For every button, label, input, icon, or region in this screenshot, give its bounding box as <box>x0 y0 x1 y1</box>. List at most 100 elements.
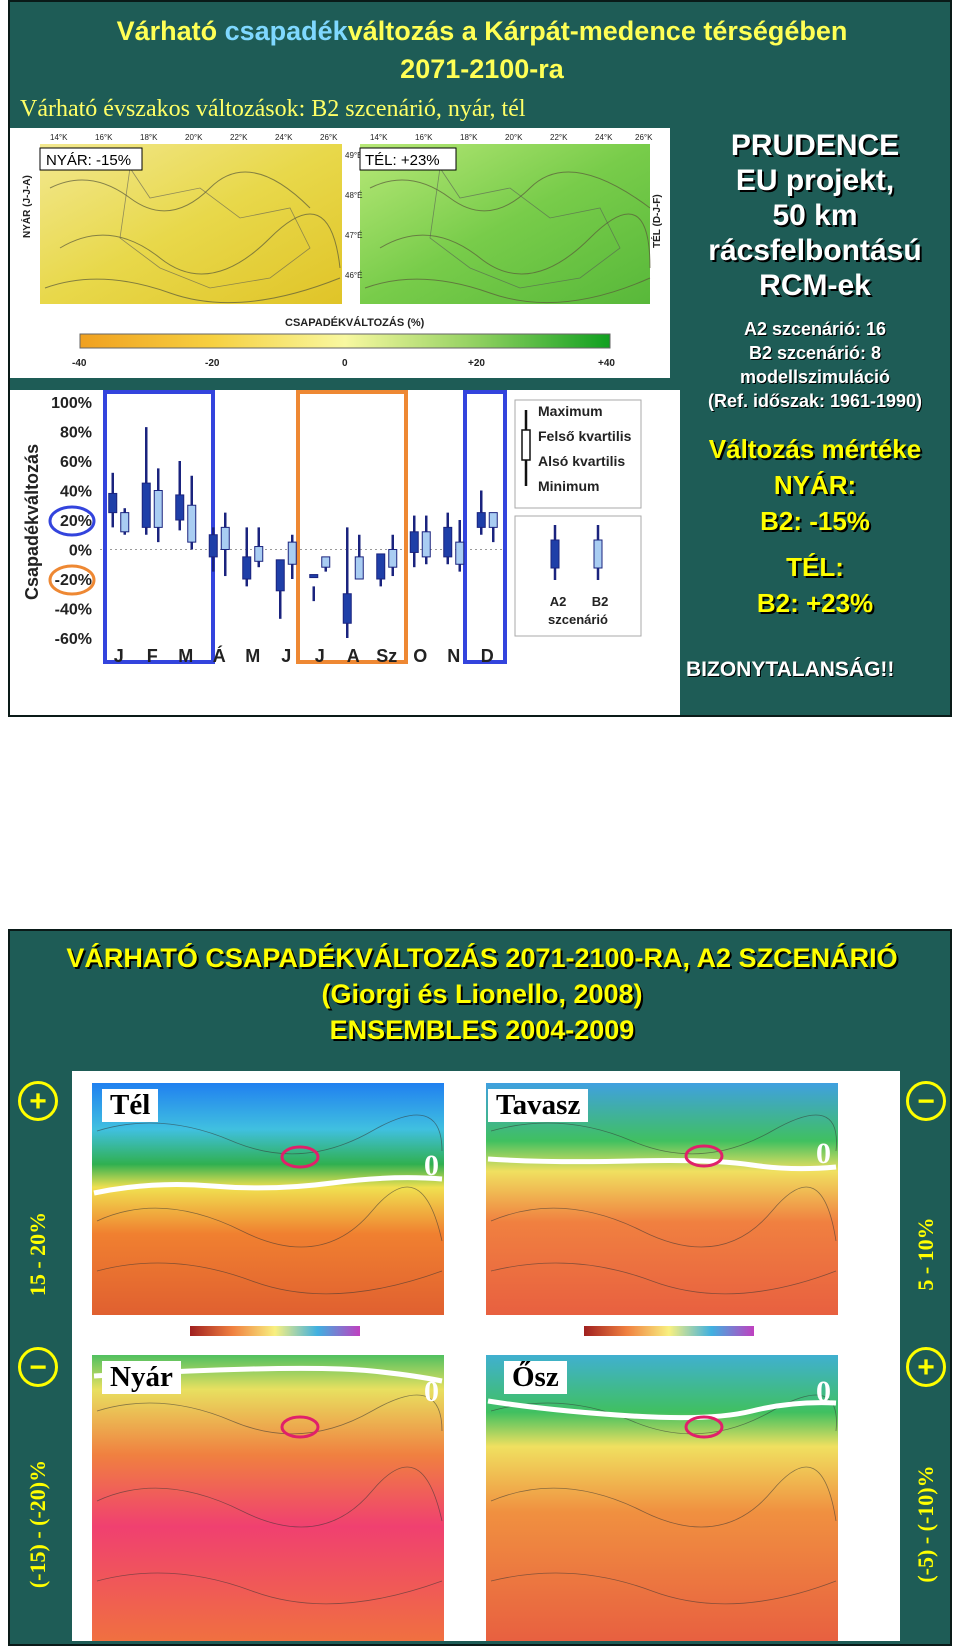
series-legend-b2: B2 <box>592 594 609 609</box>
box <box>175 494 185 521</box>
legend-box <box>514 399 642 509</box>
zero-line <box>487 1156 837 1172</box>
slide1-title: Várható csapadékváltozás a Kárpát-medenc… <box>116 16 848 46</box>
prudence-line: RCM-ek <box>759 269 871 302</box>
lon-tick: 16°K <box>415 133 433 142</box>
colorbar-title: CSAPADÉKVÁLTOZÁS (%) <box>285 316 425 329</box>
season-label-autumn: Ősz <box>504 1361 567 1394</box>
colorbar <box>584 1326 754 1336</box>
lon-tick: 20°K <box>505 133 523 142</box>
season-label-spring: Tavasz <box>488 1089 589 1122</box>
box <box>108 492 118 514</box>
zero-line <box>93 1175 443 1196</box>
hungary-marker <box>684 1415 724 1439</box>
box <box>354 556 364 580</box>
lon-tick: 22°K <box>230 133 248 142</box>
colorbar <box>190 1326 360 1336</box>
zero-label: 0 <box>424 1375 439 1408</box>
reference-period: (Ref. időszak: 1961-1990) <box>707 391 923 411</box>
hungary-marker <box>280 1145 320 1169</box>
hungary-marker <box>684 1144 724 1168</box>
box <box>187 504 197 543</box>
autumn-map <box>486 1355 838 1641</box>
lon-tick: 26°K <box>320 133 338 142</box>
box <box>141 482 151 528</box>
x-tick-label: M <box>245 646 260 666</box>
lat-tick: 47°É <box>345 231 362 240</box>
prudence-line: EU projekt, <box>735 164 895 197</box>
plus-sign-icon: + <box>906 1347 946 1387</box>
box <box>208 534 218 558</box>
lon-tick: 18°K <box>140 133 158 142</box>
prudence-line: rácsfelbontású <box>708 234 922 267</box>
y-tick-label: 100% <box>51 395 92 412</box>
box <box>409 531 419 553</box>
highlight-minus20-ring <box>48 564 96 596</box>
y-tick-label: 0% <box>69 543 92 560</box>
legend-box-symbol <box>521 429 531 461</box>
slide1-subtitle: Várható évszakos változások: B2 szcenári… <box>20 96 526 122</box>
x-tick-label: F <box>147 646 158 666</box>
x-tick-label: J <box>114 646 124 666</box>
summer-value: B2: -15% <box>760 506 870 536</box>
box <box>120 512 130 533</box>
slide2-project: ENSEMBLES 2004-2009 <box>329 1015 635 1045</box>
zero-label: 0 <box>424 1149 439 1182</box>
slide1-title-years: 2071-2100-ra <box>400 54 564 84</box>
scenario-info: A2 szcenárió: 16 <box>743 319 887 339</box>
change-heading: Változás mértéke <box>708 434 922 464</box>
box-chart: Csapadékváltozás 100% 80% 60% 40% 20% 0% -20% -4… <box>22 390 642 666</box>
lat-tick: 46°É <box>345 271 362 280</box>
y-tick-label: 80% <box>60 425 92 442</box>
lon-tick: 16°K <box>95 133 113 142</box>
summer-label: NYÁR: <box>773 470 857 500</box>
box <box>220 526 230 550</box>
scenario-info: B2 szcenárió: 8 <box>748 343 882 363</box>
highlight-20-ring <box>48 505 96 537</box>
uncertainty-label: BIZONYTALANSÁG!! <box>686 658 895 681</box>
zero-line <box>487 1398 837 1421</box>
legend-entry: Minimum <box>538 478 599 494</box>
lon-tick: 26°K <box>635 133 653 142</box>
summer-badge <box>39 147 143 171</box>
lat-tick: 49°É <box>345 151 362 160</box>
season-label-winter: Tél <box>102 1089 159 1122</box>
box <box>488 512 498 528</box>
left-bottom-range: (-15) - (-20)% <box>25 1459 50 1589</box>
summer-map <box>92 1355 444 1641</box>
lat-tick: 48°É <box>345 191 362 200</box>
x-tick-label: A <box>347 646 360 666</box>
plus-sign-icon: + <box>18 1081 58 1121</box>
lon-tick: 14°K <box>370 133 388 142</box>
x-tick-label: M <box>178 646 193 666</box>
y-tick-label: 60% <box>60 454 92 471</box>
y-tick-label: -40% <box>55 602 92 619</box>
box <box>242 556 252 580</box>
colorbar-tick: 0 <box>342 358 348 369</box>
winter-label: TÉL: <box>786 552 844 582</box>
box <box>421 531 431 558</box>
series-legend-box-symbol <box>593 539 603 569</box>
right-bottom-range: (-5) - (-10)% <box>913 1465 938 1583</box>
season-label-summer: Nyár <box>102 1361 181 1394</box>
series-legend-scenario: szcenárió <box>548 612 608 627</box>
lon-tick: 14°K <box>50 133 68 142</box>
winter-axis-label: TÉL (D-J-F) <box>650 194 663 248</box>
box <box>376 553 386 580</box>
december-highlight-box <box>463 390 507 664</box>
box <box>275 559 285 592</box>
box <box>153 490 163 528</box>
hungary-marker <box>280 1415 320 1439</box>
legend-entry: Alsó kvartilis <box>538 453 625 469</box>
lon-tick: 24°K <box>595 133 613 142</box>
lon-tick: 22°K <box>550 133 568 142</box>
winter-map <box>360 144 650 304</box>
summer-highlight-box <box>296 390 408 664</box>
winter-badge <box>359 147 457 171</box>
winter-badge-text: TÉL: +23% <box>365 152 440 169</box>
colorbar-tick: -40 <box>72 358 87 369</box>
x-tick-label: J <box>315 646 325 666</box>
lon-tick: 24°K <box>275 133 293 142</box>
zero-label: 0 <box>816 1137 831 1170</box>
legend-entry: Maximum <box>538 403 603 419</box>
